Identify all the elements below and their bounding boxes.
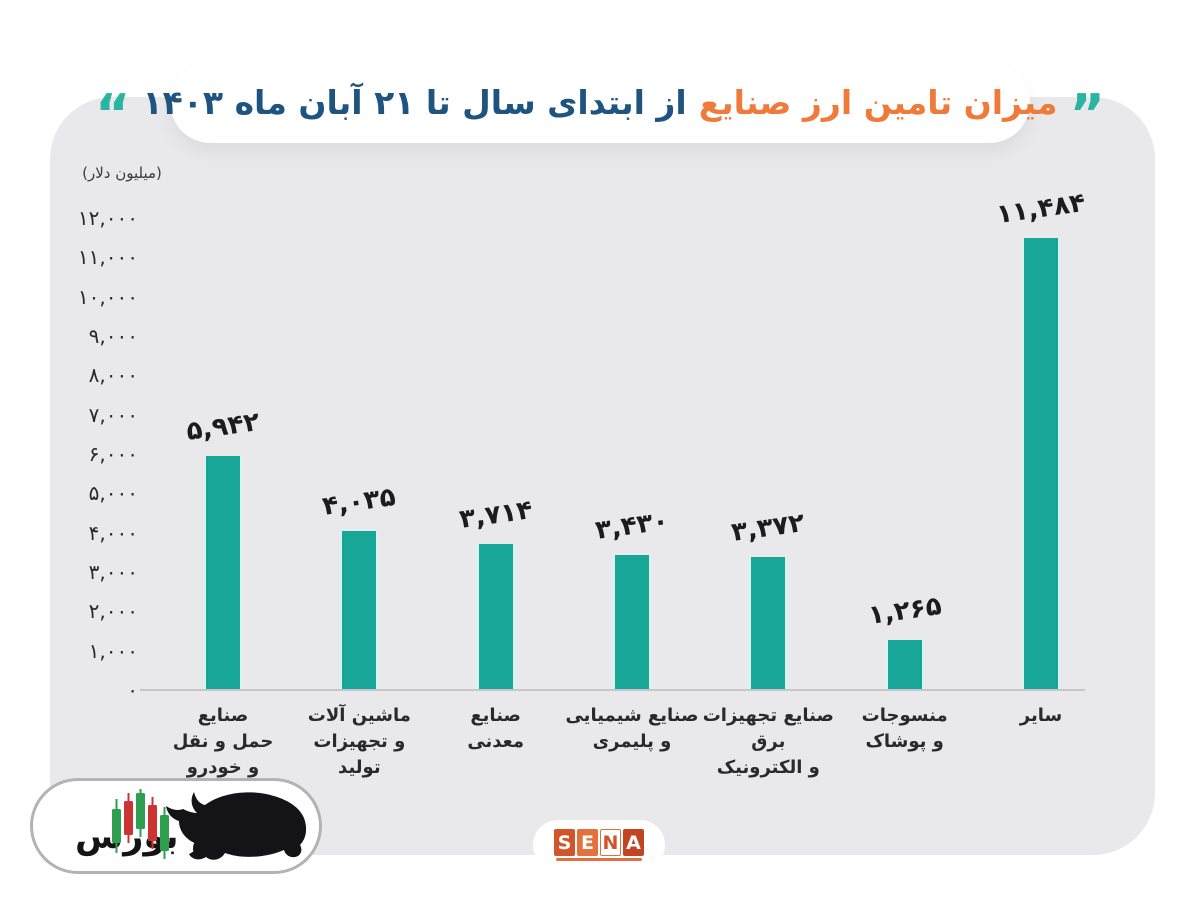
category-label: صنایع شیمیایی و پلیمری: [552, 703, 712, 755]
title-text-orange: میزان تامین ارز صنایع: [698, 83, 1058, 122]
sena-underline: [556, 858, 642, 861]
bar: [751, 557, 786, 690]
y-tick-label: ۵,۰۰۰: [88, 481, 138, 506]
bar: [206, 456, 240, 690]
category-label: صنایع حمل و نقل و خودرو: [143, 703, 303, 781]
y-tick-label: ۷,۰۰۰: [88, 402, 138, 427]
category-label-line: معدنی: [467, 731, 524, 752]
category-label-line: و تجهیزات: [313, 731, 406, 752]
category-label-line: و پلیمری: [592, 731, 672, 752]
nabz-brand-text: نبض بورس: [75, 817, 267, 857]
bull-icon: [166, 792, 307, 860]
title-text-blue: از ابتدای سال تا ۲۱ آبان ماه ۱۴۰۳: [142, 83, 687, 122]
y-tick-label: ۰: [127, 678, 138, 702]
sena-letter-block: A: [623, 829, 644, 856]
category-label: منسوجات و پوشاک: [825, 703, 985, 755]
category-label: سایر: [961, 703, 1121, 729]
category-label-line: منسوجات: [861, 705, 948, 726]
category-label-line: ماشین آلات: [307, 705, 411, 726]
category-label-line: سایر: [1019, 705, 1063, 726]
bar: [478, 543, 513, 690]
y-tick-label: ۱۲,۰۰۰: [77, 206, 138, 230]
category-label-line: حمل و نقل: [172, 731, 274, 752]
y-tick-label: ۱,۰۰۰: [88, 638, 138, 663]
candlestick-icon: [112, 789, 169, 859]
category-label: صنایع تجهیزات برق و الکترونیک: [688, 703, 848, 781]
nabz-bourse-logo: نبض بورس: [30, 778, 322, 874]
y-tick-label: ۱۰,۰۰۰: [77, 284, 138, 309]
y-axis-unit-label: (میلیون دلار): [82, 164, 162, 182]
category-label: ماشین آلات و تجهیزات تولید: [279, 703, 439, 781]
category-label-line: تولید: [338, 757, 381, 778]
y-tick-label: ۶,۰۰۰: [88, 442, 138, 466]
category-label-line: و خودرو: [186, 757, 260, 778]
bar: [887, 640, 922, 690]
bar: [1023, 238, 1058, 690]
open-quote-icon: ”: [1069, 82, 1105, 146]
category-label-line: برق: [751, 731, 786, 752]
y-tick-label: ۳,۰۰۰: [88, 560, 138, 584]
category-label-line: صنایع تجهیزات: [702, 705, 834, 726]
category-label-line: صنایع: [197, 705, 249, 726]
category-label: صنایع معدنی: [416, 703, 576, 755]
y-tick-label: ۲,۰۰۰: [88, 599, 138, 624]
bar: [342, 531, 377, 690]
sena-letter-block: E: [577, 829, 598, 856]
y-tick-label: ۹,۰۰۰: [88, 324, 138, 348]
category-label-line: صنایع: [470, 705, 521, 726]
sena-letter-block: S: [554, 829, 575, 856]
bar: [614, 555, 649, 690]
title-pill: ” میزان تامین ارز صنایع از ابتدای سال تا…: [95, 62, 1105, 143]
category-label-line: صنایع شیمیایی: [565, 705, 699, 726]
category-label-line: و الکترونیک: [716, 757, 820, 778]
y-tick-label: ۸,۰۰۰: [88, 363, 138, 388]
x-axis-line: [140, 689, 1085, 691]
category-label-line: و پوشاک: [865, 731, 944, 752]
y-tick-label: ۴,۰۰۰: [88, 520, 138, 545]
y-tick-label: ۱۱,۰۰۰: [77, 245, 138, 270]
close-quote-icon: “: [95, 82, 131, 146]
sena-letter-block: N: [600, 829, 621, 856]
